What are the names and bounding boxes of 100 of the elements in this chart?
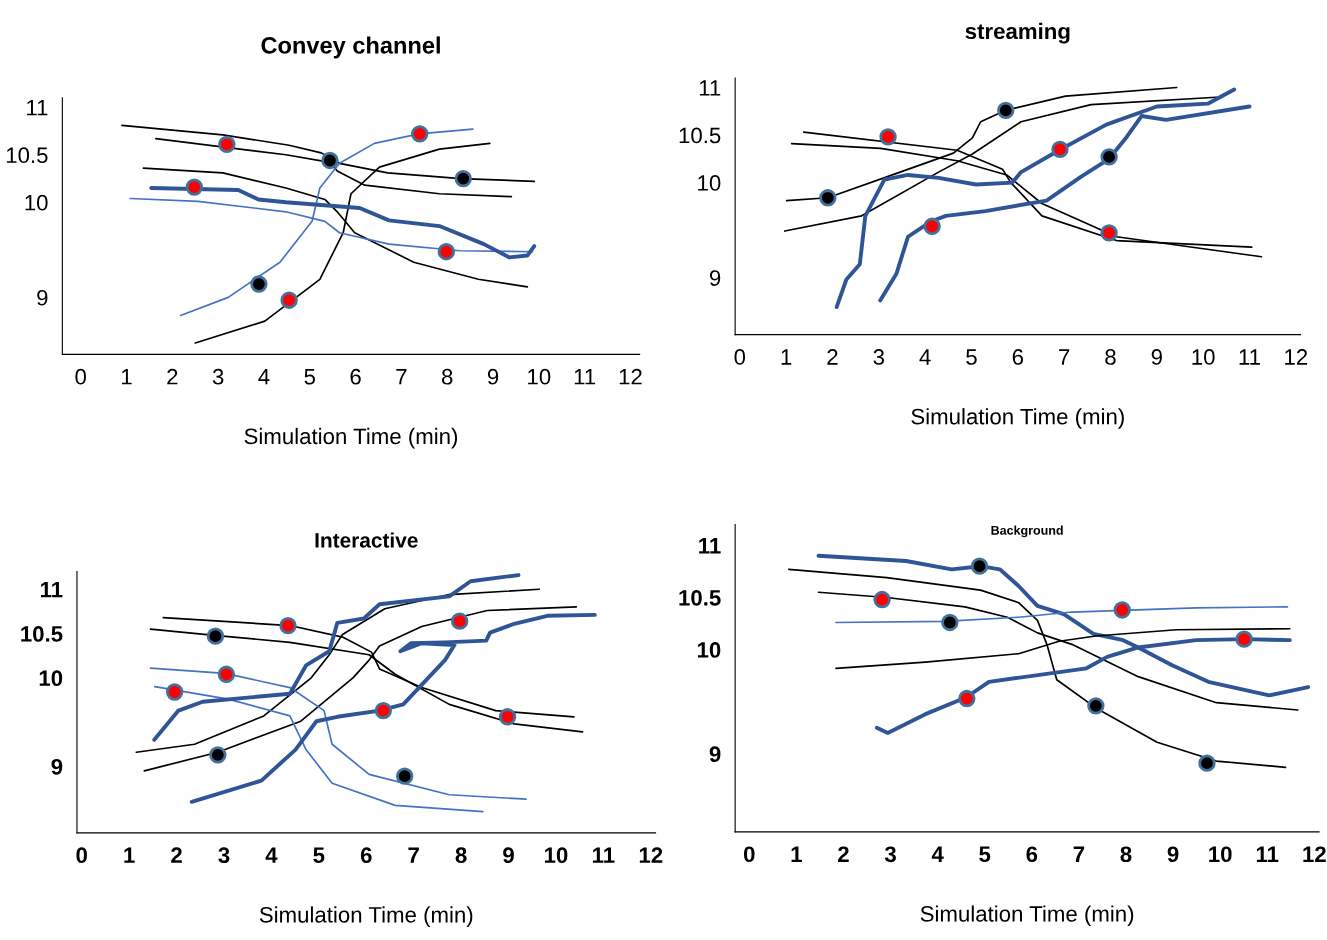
point bbox=[437, 243, 455, 261]
chart-title: Background bbox=[991, 525, 1063, 538]
point bbox=[217, 665, 236, 683]
point bbox=[923, 217, 941, 235]
x-tick-label: 0 bbox=[75, 368, 86, 385]
point bbox=[819, 189, 837, 207]
y-tick-label: 10 bbox=[39, 670, 63, 687]
point bbox=[1198, 754, 1216, 772]
x-tick-label: 6 bbox=[1026, 846, 1038, 863]
point bbox=[218, 135, 236, 154]
line-series bbox=[149, 667, 527, 801]
x-tick-label: 12 bbox=[639, 847, 663, 863]
x-tick-label: 8 bbox=[441, 368, 453, 385]
line-series bbox=[189, 612, 597, 804]
x-tick-label: 2 bbox=[171, 847, 182, 863]
x-axis-title: Simulation Time (min) bbox=[911, 408, 1124, 429]
point bbox=[279, 616, 297, 635]
y-tick-label: 11 bbox=[699, 80, 721, 96]
x-tick-label: 10 bbox=[528, 368, 551, 385]
point bbox=[1113, 601, 1131, 619]
y-tick-label: 9 bbox=[51, 758, 63, 775]
point bbox=[209, 746, 227, 764]
point bbox=[185, 178, 203, 196]
point bbox=[970, 557, 989, 575]
line-series bbox=[149, 186, 537, 260]
x-tick-label: 5 bbox=[313, 847, 325, 864]
y-tick-label: 9 bbox=[37, 289, 48, 306]
x-tick-label: 4 bbox=[265, 847, 278, 863]
x-tick-label: 5 bbox=[966, 349, 977, 365]
x-tick-label: 9 bbox=[503, 847, 514, 864]
point bbox=[374, 701, 392, 720]
point bbox=[250, 275, 268, 293]
x-tick-label: 9 bbox=[1167, 846, 1179, 863]
x-tick-label: 1 bbox=[781, 349, 792, 365]
point bbox=[873, 590, 891, 609]
point bbox=[451, 612, 469, 630]
x-axis-title: Simulation Time (min) bbox=[920, 905, 1134, 927]
x-tick-label: 10 bbox=[1192, 349, 1215, 365]
x-tick-label: 10 bbox=[544, 847, 568, 864]
x-tick-label: 4 bbox=[919, 349, 931, 365]
x-tick-label: 0 bbox=[743, 846, 755, 863]
x-tick-label: 4 bbox=[931, 846, 944, 862]
line-series bbox=[153, 685, 484, 813]
x-tick-label: 8 bbox=[1120, 846, 1132, 863]
x-tick-label: 8 bbox=[455, 847, 467, 864]
point bbox=[498, 708, 517, 726]
y-tick-label: 11 bbox=[40, 582, 63, 598]
x-tick-label: 12 bbox=[619, 368, 642, 385]
point bbox=[206, 627, 225, 645]
x-axis-title: Simulation Time (min) bbox=[259, 906, 473, 928]
x-tick-label: 12 bbox=[1285, 349, 1308, 365]
point bbox=[1235, 630, 1253, 648]
y-tick-label: 10.5 bbox=[6, 147, 48, 164]
x-tick-label: 7 bbox=[408, 847, 419, 863]
point bbox=[454, 169, 472, 188]
x-tick-label: 10 bbox=[1209, 846, 1232, 863]
x-tick-label: 7 bbox=[1073, 846, 1085, 862]
x-tick-label: 7 bbox=[396, 369, 407, 385]
point bbox=[1100, 224, 1118, 242]
x-tick-label: 4 bbox=[258, 369, 270, 385]
x-tick-label: 11 bbox=[574, 369, 596, 385]
x-tick-label: 6 bbox=[1012, 349, 1024, 365]
point bbox=[997, 101, 1015, 120]
chart-title: streaming bbox=[965, 22, 1070, 44]
x-tick-label: 11 bbox=[1256, 846, 1279, 862]
x-tick-label: 0 bbox=[76, 847, 87, 864]
x-tick-label: 2 bbox=[838, 846, 849, 862]
y-tick-label: 9 bbox=[709, 746, 721, 763]
x-tick-label: 6 bbox=[350, 368, 361, 385]
x-tick-label: 3 bbox=[212, 368, 224, 385]
x-axis-title: Simulation Time (min) bbox=[244, 427, 458, 449]
point bbox=[958, 689, 976, 708]
y-tick-label: 10 bbox=[698, 175, 721, 191]
chart-title: Convey channel bbox=[261, 36, 440, 59]
x-tick-label: 1 bbox=[791, 846, 802, 862]
x-tick-label: 3 bbox=[884, 846, 896, 863]
x-tick-label: 7 bbox=[1059, 349, 1070, 365]
x-tick-label: 5 bbox=[304, 369, 316, 385]
x-tick-label: 3 bbox=[218, 847, 230, 864]
point bbox=[1087, 697, 1105, 715]
x-tick-label: 9 bbox=[487, 368, 499, 385]
point bbox=[941, 613, 959, 632]
x-tick-label: 2 bbox=[167, 368, 178, 385]
x-tick-label: 11 bbox=[1239, 349, 1260, 365]
point bbox=[1051, 140, 1069, 158]
y-tick-label: 10 bbox=[697, 642, 721, 658]
x-tick-label: 0 bbox=[734, 349, 746, 365]
x-tick-label: 8 bbox=[1105, 349, 1116, 365]
y-tick-label: 10.5 bbox=[21, 626, 63, 642]
y-tick-label: 9 bbox=[709, 270, 721, 286]
point bbox=[879, 128, 897, 146]
y-tick-label: 11 bbox=[27, 100, 48, 116]
point bbox=[280, 291, 298, 309]
x-tick-label: 2 bbox=[827, 349, 838, 365]
y-tick-label: 11 bbox=[699, 538, 721, 554]
y-tick-label: 10 bbox=[25, 194, 48, 211]
line-series bbox=[152, 573, 521, 742]
point bbox=[321, 151, 339, 170]
point bbox=[395, 767, 414, 785]
x-tick-label: 9 bbox=[1151, 349, 1162, 365]
